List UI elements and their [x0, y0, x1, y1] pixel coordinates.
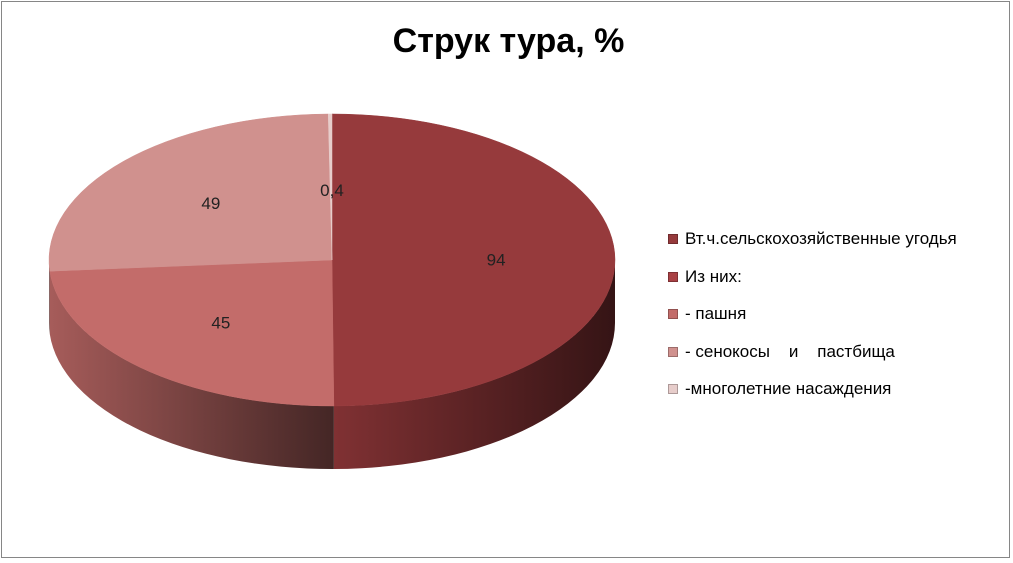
legend-item: -многолетние насаждения [668, 374, 1013, 412]
legend: Вт.ч.сельскохозяйственные угодья Из них: -… [668, 224, 1013, 412]
pie-side-3 [49, 260, 50, 335]
legend-item: - сенокосы и пастбища [668, 337, 1013, 375]
legend-label: - сенокосы и пастбища [685, 341, 895, 361]
legend-label: -многолетние насаждения [685, 379, 892, 398]
legend-label: Вт.ч.сельскохозяйственные угодья [685, 229, 957, 248]
legend-item: Из них: [668, 262, 1013, 300]
legend-swatch [668, 384, 678, 394]
legend-swatch [668, 346, 678, 357]
pie-slice-4 [327, 113, 333, 261]
data-label-0: 94 [487, 251, 506, 270]
legend-item: - пашня [668, 299, 1013, 337]
data-label-4: 0,4 [320, 181, 344, 200]
chart-title: Струк тура, % [392, 22, 625, 60]
legend-swatch [668, 234, 678, 244]
data-label-2: 45 [211, 313, 230, 332]
pie-slice-2 [49, 259, 335, 407]
pie-slice-0 [331, 113, 616, 407]
legend-label: Из них: [685, 266, 742, 286]
pie-slice-3 [48, 113, 333, 272]
legend-swatch [668, 271, 678, 282]
pie-side-0 [333, 260, 615, 469]
pie-side-2 [49, 271, 334, 469]
data-label-3: 49 [201, 194, 220, 213]
legend-swatch [668, 309, 678, 319]
legend-label: - пашня [685, 304, 747, 323]
legend-item: Вт.ч.сельскохозяйственные угодья [668, 224, 1013, 262]
